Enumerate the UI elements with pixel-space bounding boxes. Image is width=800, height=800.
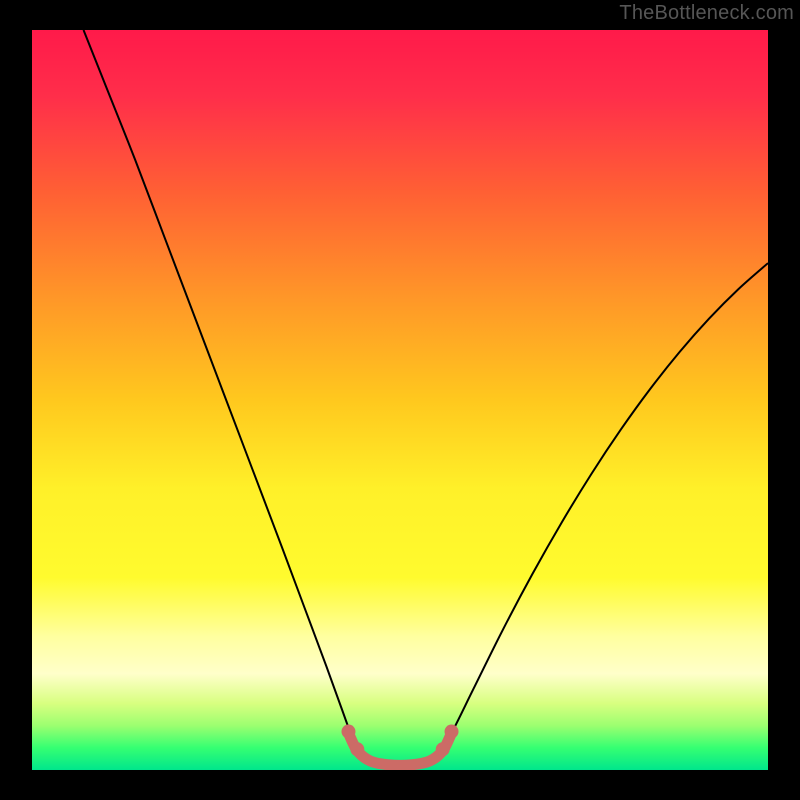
curve-bottom-markers (341, 725, 458, 757)
watermark-text: TheBottleneck.com (619, 2, 794, 25)
curve-bottom-marker (341, 725, 355, 739)
curve-bottom-marker (445, 725, 459, 739)
stage: TheBottleneck.com (0, 0, 800, 800)
plot-area (32, 30, 768, 770)
curve-left-branch (84, 30, 364, 757)
bottleneck-curve (32, 30, 768, 770)
curve-bottom-marker (436, 742, 450, 756)
curve-right-branch (437, 263, 768, 757)
curve-bottom-marker (350, 742, 364, 756)
